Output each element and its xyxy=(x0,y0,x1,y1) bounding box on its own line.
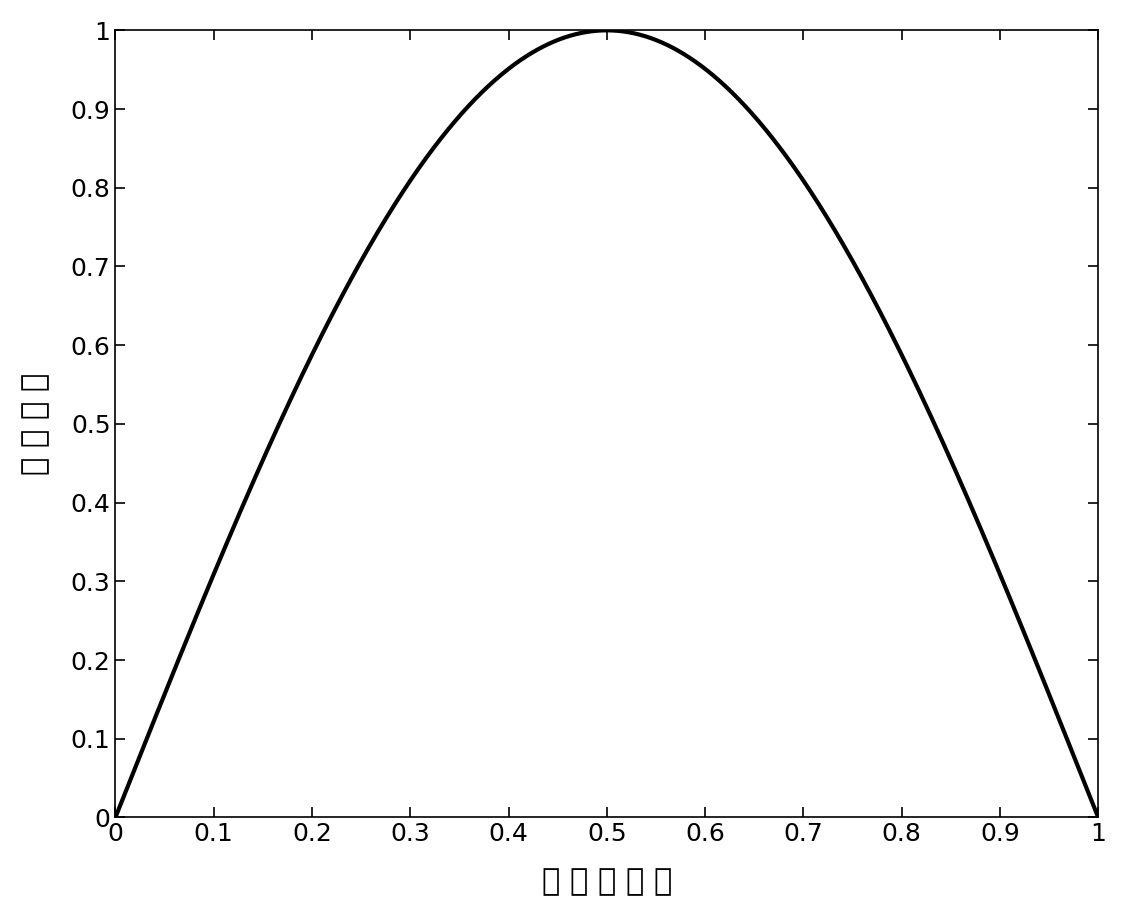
X-axis label: 光 格 占 空 比: 光 格 占 空 比 xyxy=(542,867,672,896)
Y-axis label: 耦 合 系 数: 耦 合 系 数 xyxy=(20,373,50,475)
